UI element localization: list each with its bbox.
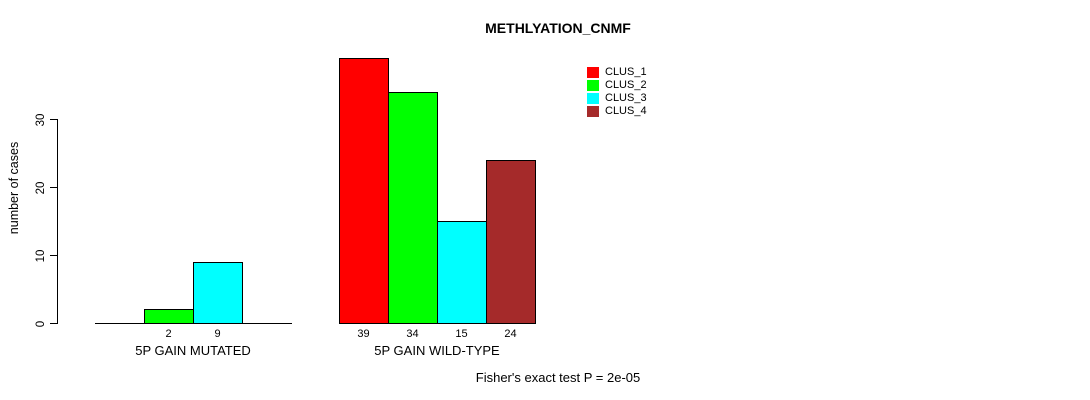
bar-value-label: 34 bbox=[406, 328, 419, 340]
y-tick-label: 20 bbox=[35, 181, 47, 194]
legend-item: CLUS_1 bbox=[587, 66, 647, 79]
bar-value-label: 15 bbox=[455, 328, 468, 340]
legend-swatch-CLUS_2 bbox=[587, 80, 599, 91]
bar-CLUS_3 bbox=[193, 262, 243, 324]
bar-CLUS_2 bbox=[144, 309, 194, 324]
bar-CLUS_1 bbox=[339, 58, 389, 324]
y-axis-label: number of cases bbox=[7, 141, 21, 235]
legend-label: CLUS_4 bbox=[605, 105, 647, 117]
bar-value-label: 24 bbox=[504, 328, 517, 340]
y-axis-tick bbox=[50, 187, 57, 188]
chart-title: METHLYATION_CNMF bbox=[485, 20, 631, 36]
legend-item: CLUS_3 bbox=[587, 92, 647, 105]
y-axis-line bbox=[57, 119, 58, 324]
bar-CLUS_2 bbox=[388, 92, 438, 324]
group-label: 5P GAIN WILD-TYPE bbox=[374, 343, 500, 358]
bar-value-label: 2 bbox=[165, 328, 172, 340]
y-tick-label: 0 bbox=[35, 320, 47, 327]
group-label: 5P GAIN MUTATED bbox=[135, 343, 251, 358]
bar-CLUS_3 bbox=[437, 221, 487, 324]
y-axis-tick bbox=[50, 119, 57, 120]
y-tick-label: 10 bbox=[35, 249, 47, 262]
bar-value-label: 9 bbox=[214, 328, 221, 340]
legend-swatch-CLUS_1 bbox=[587, 67, 599, 78]
footnote-pvalue: Fisher's exact test P = 2e-05 bbox=[475, 370, 641, 385]
y-axis-tick bbox=[50, 323, 57, 324]
bar-value-label: 39 bbox=[357, 328, 370, 340]
bar-CLUS_4 bbox=[486, 160, 536, 324]
y-tick-label: 30 bbox=[35, 113, 47, 126]
legend-item: CLUS_4 bbox=[587, 105, 647, 118]
y-axis-tick bbox=[50, 255, 57, 256]
legend: CLUS_1 CLUS_2 CLUS_3 CLUS_4 bbox=[587, 66, 647, 118]
legend-label: CLUS_1 bbox=[605, 66, 647, 78]
legend-swatch-CLUS_4 bbox=[587, 106, 599, 117]
legend-label: CLUS_2 bbox=[605, 79, 647, 91]
legend-item: CLUS_2 bbox=[587, 79, 647, 92]
legend-swatch-CLUS_3 bbox=[587, 93, 599, 104]
legend-label: CLUS_3 bbox=[605, 92, 647, 104]
